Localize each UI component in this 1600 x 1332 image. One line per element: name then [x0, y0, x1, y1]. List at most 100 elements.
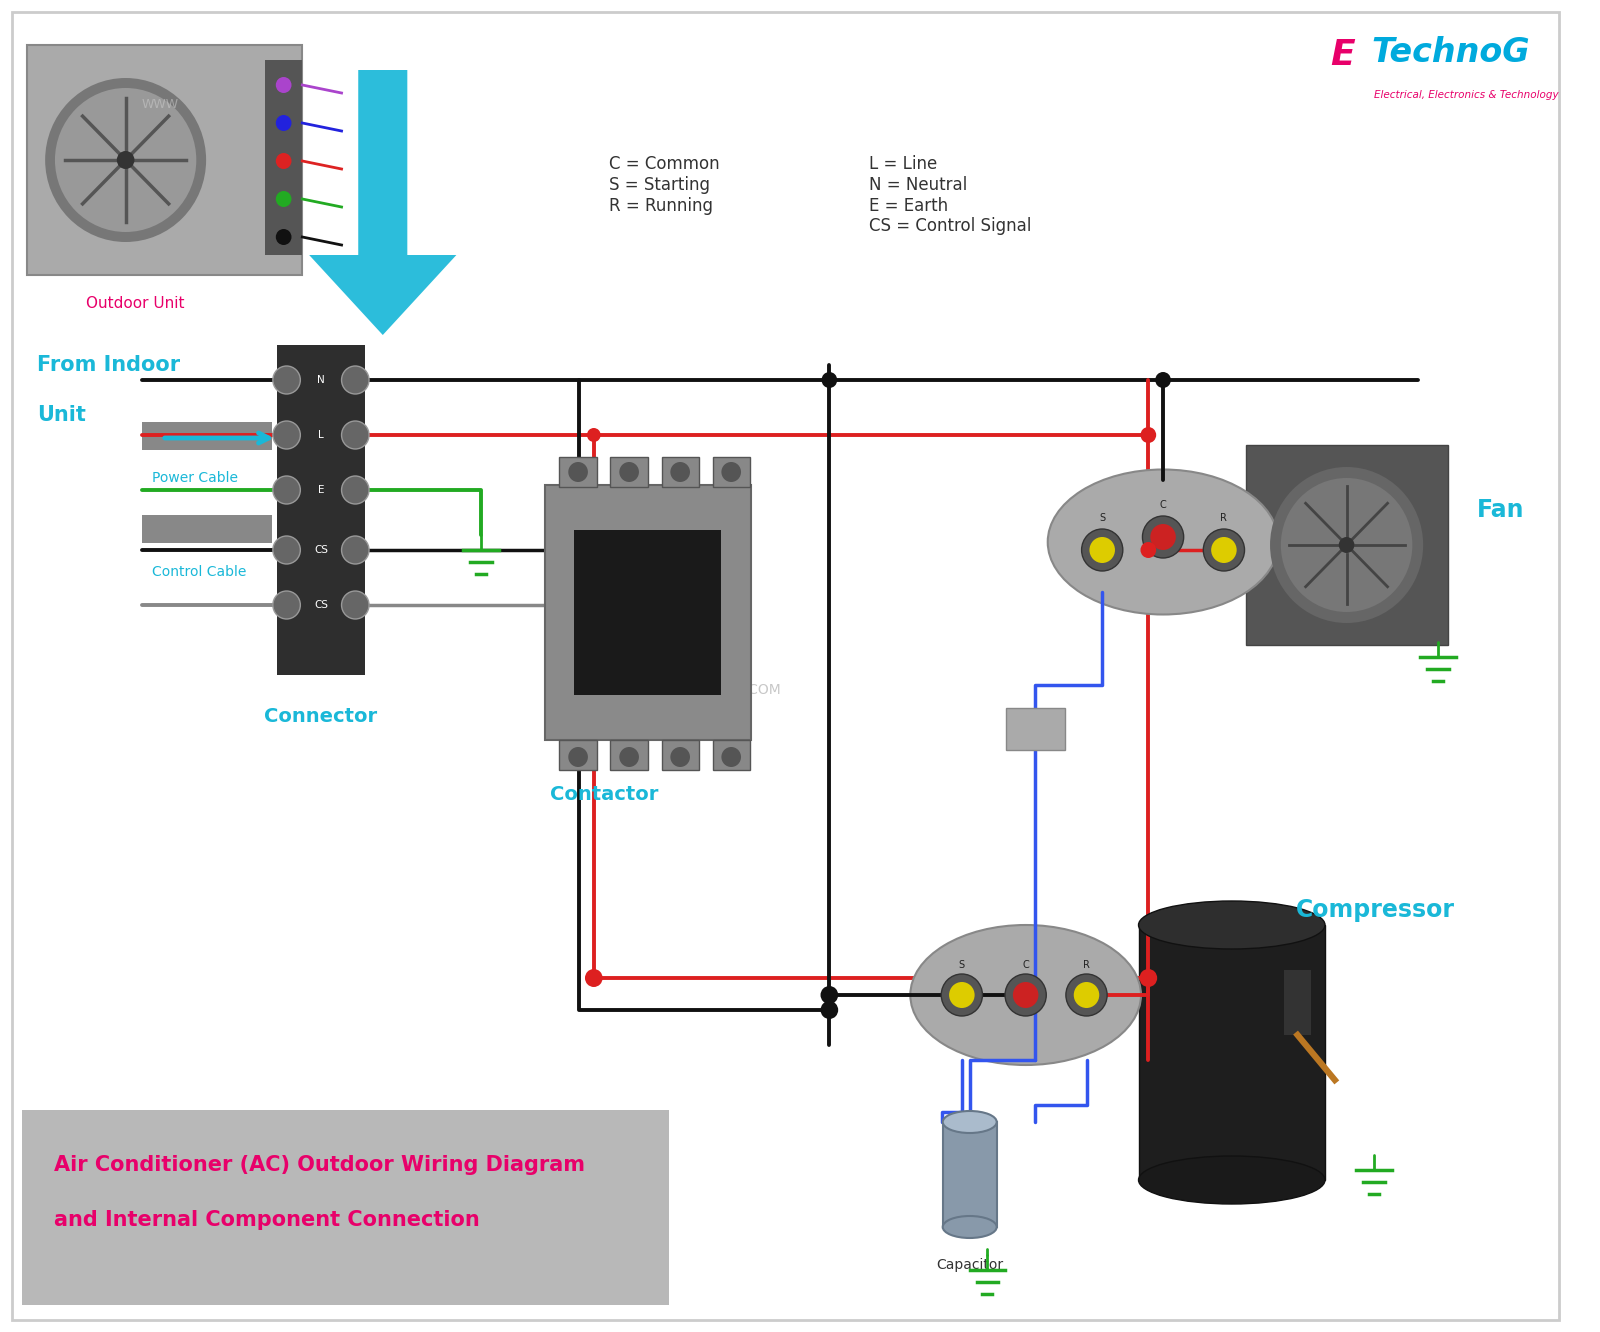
- Text: C: C: [1022, 960, 1029, 970]
- Bar: [611, 457, 648, 488]
- Bar: [611, 741, 648, 770]
- Circle shape: [274, 366, 301, 394]
- Text: Power Cable: Power Cable: [152, 472, 238, 485]
- Circle shape: [821, 1002, 838, 1019]
- Bar: [560, 741, 597, 770]
- Circle shape: [1074, 982, 1099, 1008]
- Polygon shape: [309, 71, 456, 336]
- Circle shape: [1270, 468, 1422, 623]
- Text: S: S: [1099, 513, 1106, 523]
- Text: Capacitor: Capacitor: [936, 1257, 1003, 1272]
- Text: C: C: [1160, 500, 1166, 510]
- Circle shape: [1141, 542, 1157, 558]
- Text: L: L: [318, 430, 323, 440]
- Circle shape: [1142, 515, 1184, 558]
- Circle shape: [275, 77, 291, 93]
- Text: Electrical, Electronics & Technology: Electrical, Electronics & Technology: [1374, 91, 1558, 100]
- Bar: [142, 515, 272, 543]
- Bar: [1246, 445, 1448, 645]
- Bar: [266, 60, 302, 254]
- Circle shape: [275, 190, 291, 206]
- Bar: [661, 741, 699, 770]
- Circle shape: [1090, 537, 1115, 563]
- Circle shape: [1155, 372, 1171, 388]
- Circle shape: [117, 151, 134, 169]
- Circle shape: [54, 88, 197, 232]
- Text: From Indoor: From Indoor: [37, 356, 181, 376]
- Bar: [574, 530, 722, 695]
- Circle shape: [1013, 982, 1038, 1008]
- Circle shape: [1203, 529, 1245, 571]
- Circle shape: [670, 462, 690, 482]
- Circle shape: [568, 462, 587, 482]
- Circle shape: [1005, 974, 1046, 1016]
- Ellipse shape: [1139, 1156, 1325, 1204]
- Circle shape: [275, 229, 291, 245]
- Circle shape: [274, 476, 301, 503]
- Circle shape: [568, 747, 587, 767]
- Circle shape: [275, 115, 291, 131]
- Circle shape: [275, 153, 291, 169]
- Text: and Internal Component Connection: and Internal Component Connection: [54, 1209, 480, 1229]
- Circle shape: [45, 79, 206, 242]
- Text: CS: CS: [314, 545, 328, 555]
- Text: CS: CS: [314, 599, 328, 610]
- Bar: [1139, 924, 1325, 1180]
- Text: Control Cable: Control Cable: [152, 565, 246, 579]
- Circle shape: [722, 747, 741, 767]
- Bar: [21, 1110, 669, 1305]
- Circle shape: [274, 421, 301, 449]
- Circle shape: [274, 535, 301, 563]
- Circle shape: [274, 591, 301, 619]
- Ellipse shape: [1048, 469, 1278, 614]
- Text: TechnoG: TechnoG: [1371, 36, 1530, 68]
- Circle shape: [1066, 974, 1107, 1016]
- Text: WWW: WWW: [141, 99, 179, 112]
- Bar: [661, 457, 699, 488]
- Bar: [560, 457, 597, 488]
- Circle shape: [821, 372, 837, 388]
- Ellipse shape: [910, 924, 1141, 1066]
- Text: Compressor: Compressor: [1296, 898, 1454, 922]
- Text: Outdoor Unit: Outdoor Unit: [86, 296, 184, 310]
- Text: Unit: Unit: [37, 405, 86, 425]
- Text: S: S: [958, 960, 965, 970]
- Text: Fan: Fan: [1477, 498, 1525, 522]
- Circle shape: [722, 462, 741, 482]
- Ellipse shape: [942, 1216, 997, 1237]
- Text: E: E: [1330, 39, 1355, 72]
- Circle shape: [1211, 537, 1237, 563]
- Bar: [27, 45, 302, 274]
- Bar: [712, 457, 750, 488]
- Circle shape: [619, 747, 638, 767]
- Circle shape: [341, 535, 370, 563]
- Text: C = Common
S = Starting
R = Running: C = Common S = Starting R = Running: [608, 155, 718, 214]
- Text: L = Line
N = Neutral
E = Earth
CS = Control Signal: L = Line N = Neutral E = Earth CS = Cont…: [869, 155, 1030, 236]
- Text: WWW.ETechnoG.COM: WWW.ETechnoG.COM: [632, 683, 781, 697]
- Text: R: R: [1221, 513, 1227, 523]
- Bar: [142, 422, 272, 450]
- Text: Contactor: Contactor: [550, 786, 658, 805]
- Bar: [277, 345, 365, 675]
- Circle shape: [341, 366, 370, 394]
- Ellipse shape: [942, 1111, 997, 1134]
- Bar: [544, 485, 750, 741]
- Text: E: E: [318, 485, 325, 496]
- Circle shape: [1082, 529, 1123, 571]
- Circle shape: [1141, 428, 1157, 444]
- Circle shape: [1150, 523, 1176, 550]
- Circle shape: [941, 974, 982, 1016]
- Circle shape: [1139, 968, 1157, 987]
- Bar: [1006, 709, 1066, 750]
- Circle shape: [341, 476, 370, 503]
- Circle shape: [821, 986, 838, 1004]
- Bar: [712, 741, 750, 770]
- Text: Connector: Connector: [264, 707, 378, 726]
- Circle shape: [619, 462, 638, 482]
- Bar: [1283, 970, 1312, 1035]
- Text: R: R: [1083, 960, 1090, 970]
- Circle shape: [341, 591, 370, 619]
- Circle shape: [586, 968, 603, 987]
- Circle shape: [1282, 478, 1413, 611]
- Circle shape: [341, 421, 370, 449]
